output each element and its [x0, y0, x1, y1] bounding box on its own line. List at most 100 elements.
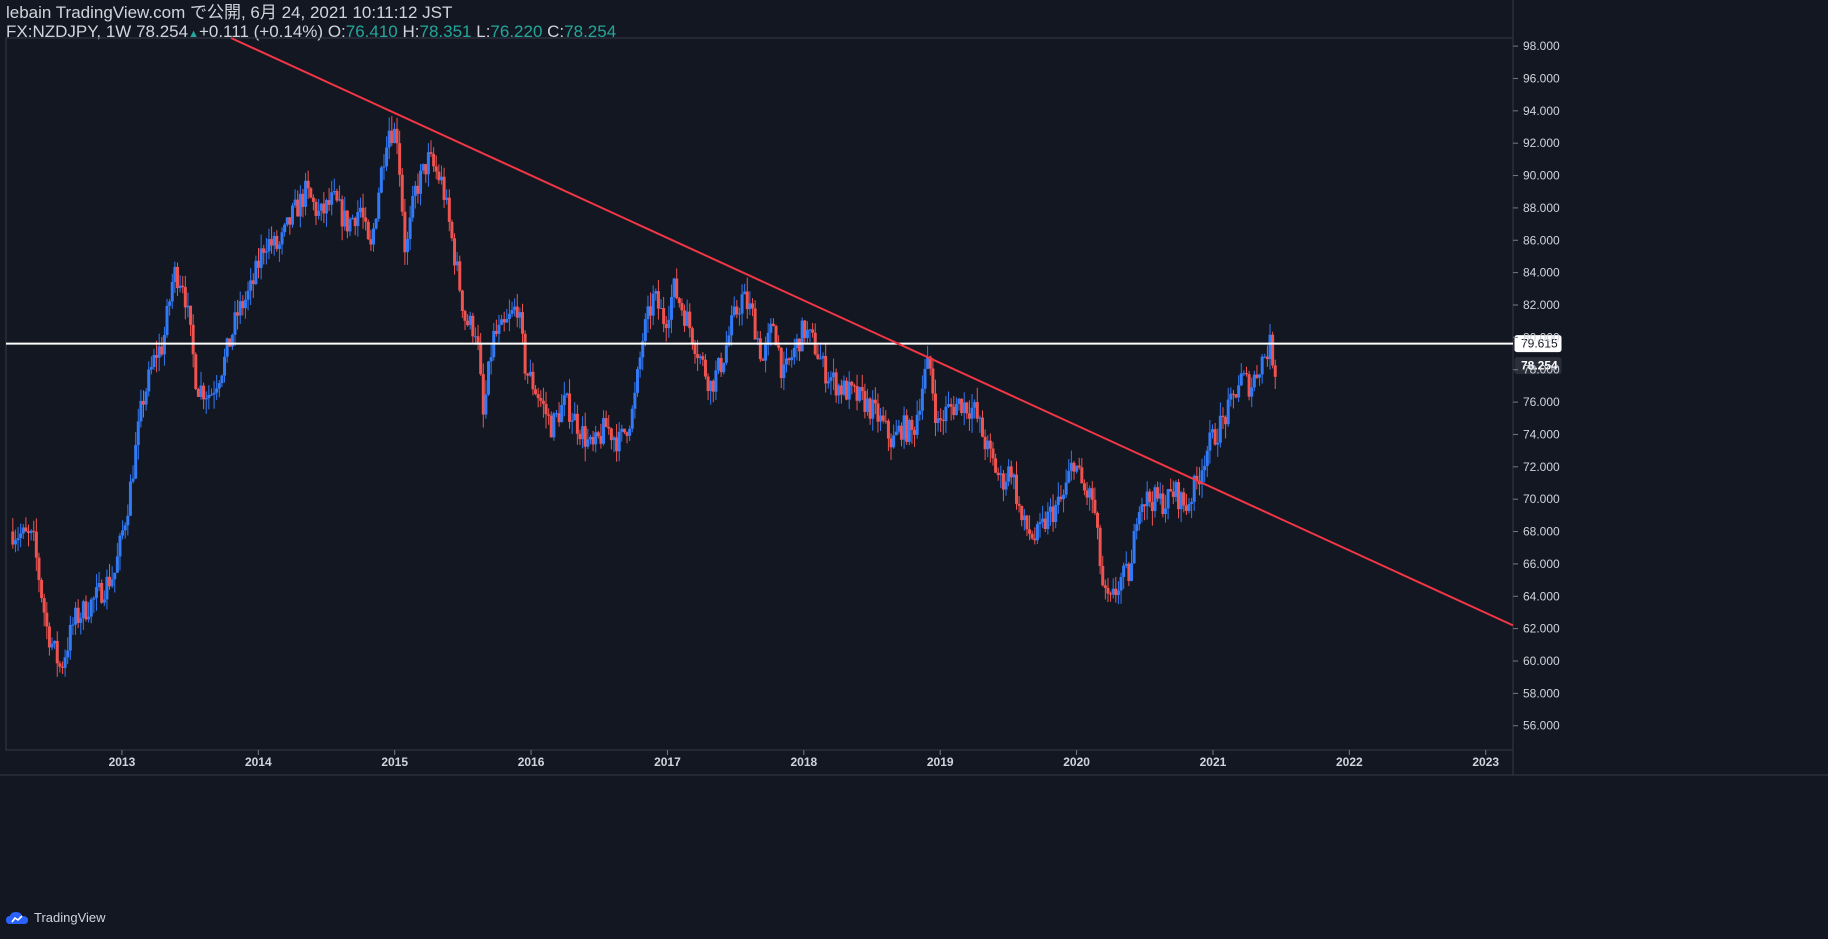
candle-up: [411, 195, 415, 218]
candle-up: [1192, 475, 1196, 502]
candle-down: [604, 418, 608, 427]
candle-down: [47, 626, 51, 648]
candle-up: [209, 394, 213, 396]
candle-up: [594, 432, 598, 445]
candle-down: [296, 199, 300, 217]
candle-down: [1161, 493, 1165, 515]
candle-up: [238, 301, 242, 316]
candle-down: [855, 386, 859, 401]
price-axis[interactable]: 56.000 58.000 60.000 62.000 64.000 66.000 68.0…: [1513, 39, 1560, 733]
candle-up: [1004, 481, 1008, 490]
candle-up: [829, 377, 833, 381]
candle-up: [978, 417, 982, 419]
candle-up: [560, 405, 564, 423]
candle-up: [1135, 524, 1139, 531]
high-value: 78.351: [419, 22, 472, 41]
candle-down: [578, 433, 582, 440]
candle-up: [926, 356, 930, 369]
candle-down: [988, 440, 992, 449]
time-axis[interactable]: 2013 2014 2015 2016 2017 2018 2019 2020 2021 2022…: [109, 750, 1500, 769]
time-tick-label: 2017: [654, 755, 681, 769]
candle-down: [434, 166, 438, 172]
candle-up: [808, 329, 812, 331]
candle-down: [693, 343, 697, 355]
price-tick-label: 96.000: [1523, 71, 1560, 85]
drawing-overlays[interactable]: 79.615 78.254: [6, 37, 1562, 627]
candle-down: [1106, 587, 1110, 594]
candle-up: [144, 391, 148, 405]
candle-down: [335, 191, 339, 201]
candle-up: [602, 418, 606, 444]
candle-up: [157, 346, 161, 358]
candle-down: [981, 417, 985, 437]
candle-up: [484, 394, 488, 415]
candle-down: [432, 153, 436, 167]
candle-up: [290, 205, 294, 225]
price-tag-label: 78.254: [1521, 359, 1558, 373]
price-tick-label: 74.000: [1523, 427, 1560, 441]
candle-up: [722, 362, 726, 373]
candle-down: [599, 436, 603, 444]
candle-up: [74, 607, 78, 625]
candle-up: [110, 579, 114, 587]
candle-down: [1171, 491, 1175, 497]
candle-down: [403, 211, 407, 253]
candle-down: [549, 415, 553, 438]
low-label: L:: [476, 22, 491, 41]
price-tick-label: 90.000: [1523, 169, 1560, 183]
candle-up: [764, 344, 768, 361]
candle-down: [758, 338, 762, 360]
candle-down: [257, 260, 261, 268]
candle-down: [1244, 373, 1248, 375]
candle-down: [960, 398, 964, 414]
candle-up: [1064, 482, 1068, 495]
trendline[interactable]: [230, 37, 1514, 627]
candle-up: [999, 473, 1003, 476]
price-tick-label: 94.000: [1523, 104, 1560, 118]
candle-down: [1043, 518, 1047, 529]
price-tick-label: 82.000: [1523, 298, 1560, 312]
candle-up: [1190, 501, 1194, 504]
candle-up: [1012, 474, 1016, 478]
candle-up: [507, 313, 511, 319]
candle-up: [717, 357, 721, 371]
candle-down: [251, 280, 255, 285]
candle-up: [743, 291, 747, 295]
close-value: 78.254: [564, 22, 617, 41]
tradingview-logo[interactable]: TradingView: [6, 910, 106, 925]
up-arrow-icon: ▲: [188, 28, 199, 40]
candle-down: [1072, 462, 1076, 472]
candle-up: [147, 369, 151, 392]
candle-up: [1088, 488, 1092, 498]
candle-up: [915, 414, 919, 435]
price-tick-label: 78.000: [1523, 363, 1560, 377]
candle-down: [1020, 505, 1024, 521]
candle-up: [497, 324, 501, 334]
candle-up: [21, 527, 25, 534]
candle-down: [845, 380, 849, 400]
candle-up: [1054, 504, 1058, 523]
candle-down: [949, 404, 953, 407]
candle-up: [500, 319, 504, 325]
candle-down: [1265, 356, 1269, 360]
candle-down: [181, 285, 185, 288]
candle-up: [1145, 491, 1149, 507]
candle-down: [479, 342, 483, 375]
candle-up: [842, 380, 846, 395]
candle-up: [293, 199, 297, 206]
candle-up: [338, 199, 342, 201]
candle-down: [1255, 374, 1259, 378]
candle-down: [262, 248, 266, 253]
candle-up: [685, 311, 689, 326]
candle-up: [513, 306, 517, 310]
candle-up: [730, 315, 734, 336]
candle-down: [1231, 393, 1235, 395]
candle-down: [719, 357, 723, 373]
candle-up: [89, 599, 93, 617]
candle-up: [392, 128, 396, 143]
candle-up: [769, 323, 773, 333]
candle-down: [442, 176, 446, 200]
candle-up: [259, 248, 263, 268]
candle-down: [816, 354, 820, 359]
